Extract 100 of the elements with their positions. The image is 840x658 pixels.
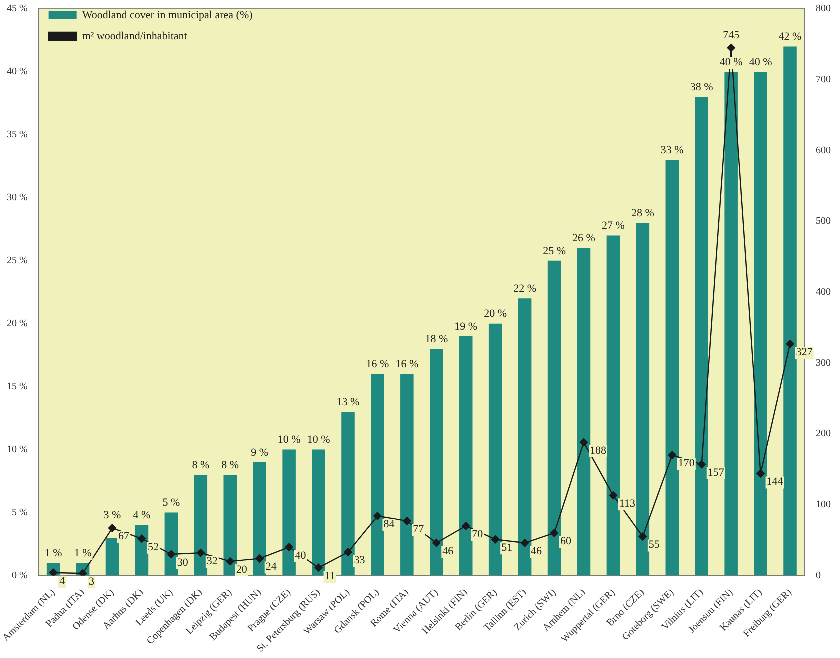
data-label: 51 [502, 542, 513, 554]
data-label: 13 % [336, 396, 360, 408]
y-tick-label: 35 % [6, 130, 28, 141]
y2-tick-label: 800 [816, 4, 831, 15]
data-label: 113 [619, 498, 636, 510]
point [668, 451, 676, 460]
bar [106, 538, 120, 576]
point [403, 517, 412, 526]
data-label: 55 [648, 539, 660, 552]
point [580, 438, 588, 447]
y-tick-label: 5 % [12, 507, 28, 518]
bar [194, 474, 208, 576]
point [108, 524, 117, 532]
data-label: 9 % [251, 446, 269, 459]
point [609, 492, 618, 500]
bar [282, 450, 296, 576]
data-label: 52 [148, 541, 159, 554]
data-label: 170 [678, 458, 696, 470]
bar [488, 324, 502, 576]
point [314, 564, 323, 572]
data-label: 40 [295, 550, 307, 562]
y2-tick-label: 700 [816, 74, 831, 86]
data-label: 42 % [778, 31, 802, 44]
data-label: 16 % [396, 358, 419, 371]
data-label: 30 [177, 556, 189, 569]
data-label: 33 [354, 554, 366, 567]
data-label: 10 % [307, 434, 330, 446]
data-label: 3 [89, 576, 96, 588]
point [196, 548, 206, 558]
data-label: 28 % [631, 207, 654, 220]
point [138, 534, 146, 543]
point [491, 536, 500, 544]
bar [754, 72, 768, 576]
data-label: 8 % [192, 459, 210, 472]
data-label: 24 [266, 561, 278, 574]
point [226, 557, 234, 566]
bar [253, 462, 266, 576]
point [520, 539, 530, 548]
bar [224, 474, 238, 576]
bar [548, 260, 562, 576]
data-label: 3 % [104, 510, 122, 522]
bar [577, 248, 591, 576]
data-label: 144 [766, 476, 784, 488]
data-label: 4 [60, 575, 66, 588]
point [285, 543, 294, 552]
data-label: 60 [560, 536, 572, 548]
bar [518, 298, 532, 576]
data-label: 67 [118, 530, 130, 543]
data-label: 327 [796, 346, 814, 358]
bar [312, 450, 326, 576]
data-label: 10 % [278, 434, 301, 446]
data-label: 157 [708, 466, 725, 479]
bar [606, 236, 620, 576]
y-tick-label: 10 % [6, 444, 28, 456]
point [698, 460, 706, 469]
data-label: 46 [531, 546, 543, 558]
legend-label: Woodland cover in municipal area (%) [82, 9, 254, 22]
y2-tick-label: 200 [816, 428, 831, 440]
legend-label: m² woodland/inhabitant [82, 30, 188, 42]
point [432, 539, 441, 548]
bar [724, 72, 738, 576]
data-label: 70 [472, 528, 484, 541]
point [344, 548, 352, 556]
y-tick-label: 40 % [6, 66, 28, 78]
bar [164, 512, 178, 576]
bar [430, 349, 444, 576]
y2-tick-label: 300 [816, 358, 831, 369]
y2-tick-label: 400 [816, 286, 831, 298]
data-label: 22 % [514, 283, 537, 296]
y-tick-label: 15 % [6, 381, 28, 392]
y2-tick-label: 600 [816, 145, 831, 156]
y-tick-label: 0 % [12, 570, 28, 582]
data-label: 16 % [366, 358, 390, 371]
data-label: 46 [442, 546, 454, 558]
data-label: 20 [236, 564, 248, 576]
bar [695, 97, 708, 576]
data-label: 25 % [543, 245, 566, 258]
data-label: 11 [324, 570, 336, 582]
bar [784, 46, 797, 576]
y2-tick-label: 500 [816, 216, 831, 228]
y-tick-label: 20 % [6, 318, 28, 330]
data-label: 745 [723, 29, 740, 42]
y-tick-label: 25 % [6, 256, 28, 267]
bar [400, 374, 414, 576]
bar [459, 336, 473, 576]
data-label: 26 % [572, 232, 596, 245]
data-label: 84 [384, 518, 396, 531]
data-label: 5 % [162, 497, 180, 510]
data-label: 38 % [690, 82, 714, 94]
y2-tick-label: 100 [816, 500, 831, 511]
point [374, 512, 382, 520]
bar [636, 223, 650, 576]
data-label: 4 % [133, 510, 151, 522]
y2-tick-label: 0 [816, 570, 821, 582]
data-label: 27 % [602, 220, 625, 232]
data-label: 19 % [454, 320, 478, 333]
bar [371, 374, 384, 576]
data-label: 32 [206, 555, 218, 568]
point [167, 550, 176, 559]
point [727, 44, 736, 52]
